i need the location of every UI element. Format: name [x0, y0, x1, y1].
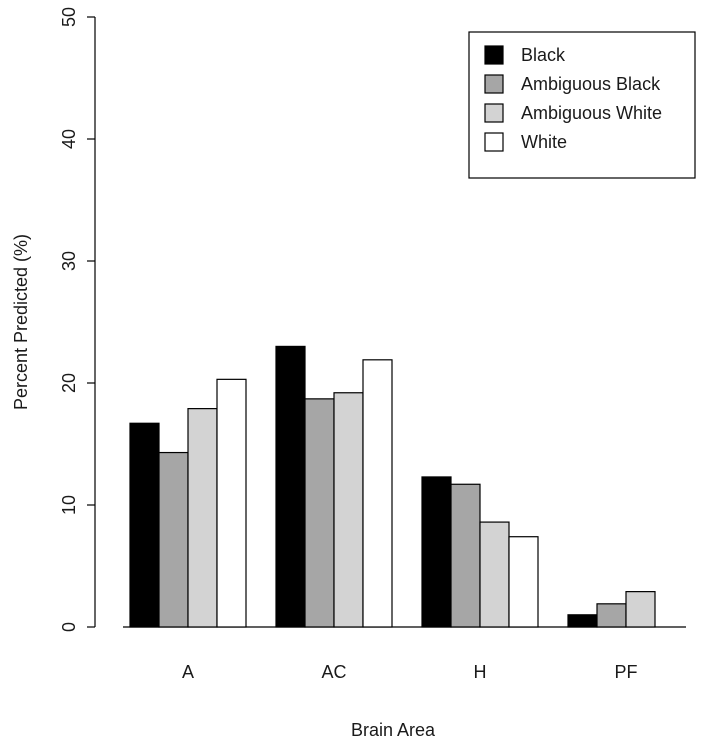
legend-items: Black Ambiguous Black Ambiguous White White [484, 45, 662, 152]
bar-ac-black [275, 345, 306, 628]
category-label: H [474, 662, 487, 682]
bars [129, 345, 656, 628]
category-label: PF [614, 662, 637, 682]
bar-ac-ambiguous-black [304, 398, 335, 628]
y-tick-label: 40 [59, 129, 79, 149]
legend-label: Ambiguous Black [521, 74, 661, 94]
legend-swatch [484, 74, 504, 94]
y-tick-label: 20 [59, 373, 79, 393]
bar-ac-white [362, 359, 393, 628]
legend-swatch [484, 103, 504, 123]
category-labels: A AC H PF [182, 662, 638, 682]
y-ticks: 0 10 20 30 40 50 [59, 7, 95, 632]
legend-box [468, 31, 696, 179]
bar-pf-black [567, 614, 598, 628]
legend-label: Ambiguous White [521, 103, 662, 123]
legend-label: Black [521, 45, 566, 65]
legend: Black Ambiguous Black Ambiguous White White [468, 31, 696, 179]
y-axis: 0 10 20 30 40 50 [59, 7, 96, 632]
bar-h-black [421, 476, 452, 628]
bar-h-ambiguous-white [479, 521, 510, 628]
bar-pf-ambiguous-black [596, 603, 627, 628]
bar-a-black [129, 422, 160, 628]
x-axis-title: Brain Area [351, 720, 436, 740]
y-axis-title: Percent Predicted (%) [11, 234, 31, 410]
bar-a-ambiguous-white [187, 408, 218, 628]
y-tick-label: 0 [59, 622, 79, 632]
bar-a-white [216, 378, 247, 628]
legend-swatch [484, 132, 504, 152]
y-tick-label: 30 [59, 251, 79, 271]
legend-label: White [521, 132, 567, 152]
bar-a-ambiguous-black [158, 451, 189, 628]
bar-ac-ambiguous-white [333, 392, 364, 628]
legend-swatch [484, 45, 504, 65]
bar-pf-ambiguous-white [625, 591, 656, 628]
bar-h-white [508, 536, 539, 628]
y-tick-label: 50 [59, 7, 79, 27]
category-label: AC [321, 662, 346, 682]
bar-h-ambiguous-black [450, 483, 481, 628]
category-label: A [182, 662, 194, 682]
y-tick-label: 10 [59, 495, 79, 515]
